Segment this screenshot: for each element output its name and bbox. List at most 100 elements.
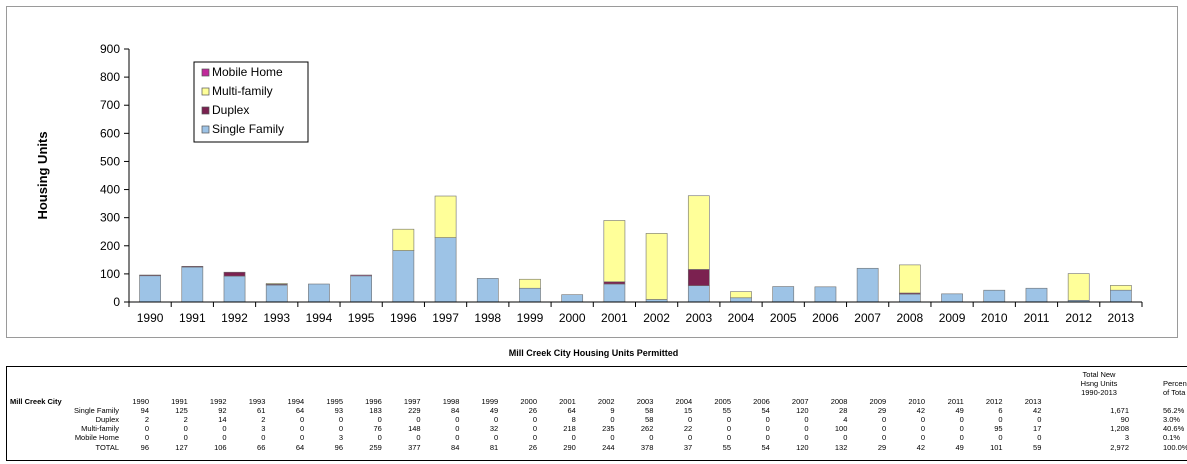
table-cell: 29 xyxy=(877,443,887,452)
table-cell: 0 xyxy=(300,433,305,442)
table-cell: 235 xyxy=(602,424,615,433)
bar-multi-family-2001 xyxy=(603,220,626,283)
bar-duplex-1991 xyxy=(181,265,204,268)
table-cell: 378 xyxy=(640,443,654,452)
x-axis: 1990 1991 1992 1993 1994 1995 1996 1997 1998 1999… xyxy=(128,301,1143,325)
x-tick-label: 1991 xyxy=(179,311,206,325)
table-cell: 2 xyxy=(261,415,266,424)
bar-multi-family-1999 xyxy=(519,278,541,289)
table-cell: 183 xyxy=(369,406,382,415)
bar-duplex-1990 xyxy=(139,274,161,277)
table-cell: 0 xyxy=(222,424,227,433)
table-percent-cell: 0.1% xyxy=(1163,433,1181,442)
y-tick-label: 800 xyxy=(100,70,120,84)
bar-single-family-1991 xyxy=(181,266,204,303)
bar-single-family-1998 xyxy=(476,278,499,303)
table-cell: 0 xyxy=(338,424,343,433)
legend-label-multi-family: Multi-family xyxy=(212,84,273,98)
table-cell: 96 xyxy=(140,443,149,452)
table-cell: 2 xyxy=(183,415,188,424)
y-tick-label: 200 xyxy=(100,239,120,253)
table-row-label-single-family: Single Family xyxy=(73,406,119,415)
table-year-header: 1991 xyxy=(171,397,188,406)
table-cell: 0 xyxy=(959,415,964,424)
table-cell: 0 xyxy=(610,415,615,424)
bar-single-family-2003 xyxy=(687,285,710,303)
y-tick-label: 500 xyxy=(100,154,120,168)
table-cell: 0 xyxy=(959,424,964,433)
table-cell: 8 xyxy=(571,415,576,424)
table-cell: 377 xyxy=(408,443,421,452)
table-year-header: 1999 xyxy=(481,397,499,406)
table-cell: 81 xyxy=(489,443,499,452)
table-cell: 0 xyxy=(455,433,460,442)
table-cell: 61 xyxy=(257,406,266,415)
table-cell: 92 xyxy=(218,406,227,415)
x-tick-label: 2010 xyxy=(981,311,1008,325)
table-cell: 95 xyxy=(994,424,1003,433)
table-cell: 66 xyxy=(257,443,266,452)
table-cell: 42 xyxy=(1033,406,1042,415)
table-cell: 125 xyxy=(175,406,188,415)
table-cell: 0 xyxy=(765,415,770,424)
table-cell: 0 xyxy=(726,424,731,433)
bar-single-family-1995 xyxy=(350,275,372,303)
bar-multi-family-2004 xyxy=(730,291,752,299)
table-year-header: 2006 xyxy=(753,397,770,406)
table-total-cell: 1,208 xyxy=(1110,424,1129,433)
x-tick-label: 2001 xyxy=(601,311,628,325)
table-total-cell: 2,972 xyxy=(1110,443,1129,452)
table-year-header: 2007 xyxy=(791,397,809,406)
table-year-header: 1993 xyxy=(248,397,266,406)
bar-single-family-2007 xyxy=(856,267,879,303)
table-cell: 0 xyxy=(532,433,537,442)
bar-duplex-2003 xyxy=(687,269,710,286)
table-cell: 0 xyxy=(377,433,382,442)
x-tick-label: 2003 xyxy=(685,311,712,325)
table-cell: 54 xyxy=(761,443,770,452)
table-year-header: 2009 xyxy=(869,397,887,406)
table-total-header-line: Hsng Units xyxy=(1080,379,1118,388)
y-tick-label: 0 xyxy=(113,295,120,309)
table-total-cell: 3 xyxy=(1124,433,1129,442)
table-year-header: 2005 xyxy=(714,397,731,406)
data-table: Mill Creek City 1990 1991 1992 1993 1994 1995 1… xyxy=(6,366,1187,461)
x-tick-label: 1999 xyxy=(517,311,544,325)
table-cell: 0 xyxy=(338,415,343,424)
table-cell: 59 xyxy=(1033,443,1042,452)
y-axis: 0 100 200 300 400 500 600 700 800 900 xyxy=(100,42,130,309)
table-cell: 0 xyxy=(494,433,499,442)
table-cell: 0 xyxy=(183,424,188,433)
bar-single-family-2004 xyxy=(730,297,752,303)
table-cell: 28 xyxy=(839,406,848,415)
bar-multi-family-1997 xyxy=(434,195,457,238)
legend: Mobile Home Multi-family Duplex Single Fami… xyxy=(193,61,309,143)
bars xyxy=(139,195,1132,303)
x-tick-label: 2012 xyxy=(1065,311,1092,325)
table-cell: 2 xyxy=(144,415,149,424)
table-cell: 0 xyxy=(726,433,731,442)
bar-single-family-2010 xyxy=(983,289,1006,303)
table-cell: 32 xyxy=(489,424,499,433)
x-tick-label: 2008 xyxy=(897,311,924,325)
table-cell: 37 xyxy=(683,443,693,452)
bar-single-family-1994 xyxy=(308,283,330,303)
table-total-cell: 1,671 xyxy=(1110,406,1129,415)
table-cell: 0 xyxy=(882,424,887,433)
bar-single-family-1999 xyxy=(519,287,541,303)
table-row-label-total: TOTAL xyxy=(95,443,119,452)
table-cell: 42 xyxy=(916,406,925,415)
legend-swatch-multi-family xyxy=(201,87,210,96)
table-cell: 0 xyxy=(649,433,654,442)
table-cell: 148 xyxy=(408,424,421,433)
table-cell: 0 xyxy=(222,433,227,442)
table-cell: 9 xyxy=(610,406,615,415)
table-year-header: 2001 xyxy=(559,397,576,406)
table-cell: 3 xyxy=(338,433,343,442)
table-cell: 0 xyxy=(688,433,693,442)
table-cell: 64 xyxy=(567,406,576,415)
table-cell: 84 xyxy=(451,406,460,415)
bar-duplex-2001 xyxy=(603,281,626,285)
table-cell: 0 xyxy=(300,424,305,433)
